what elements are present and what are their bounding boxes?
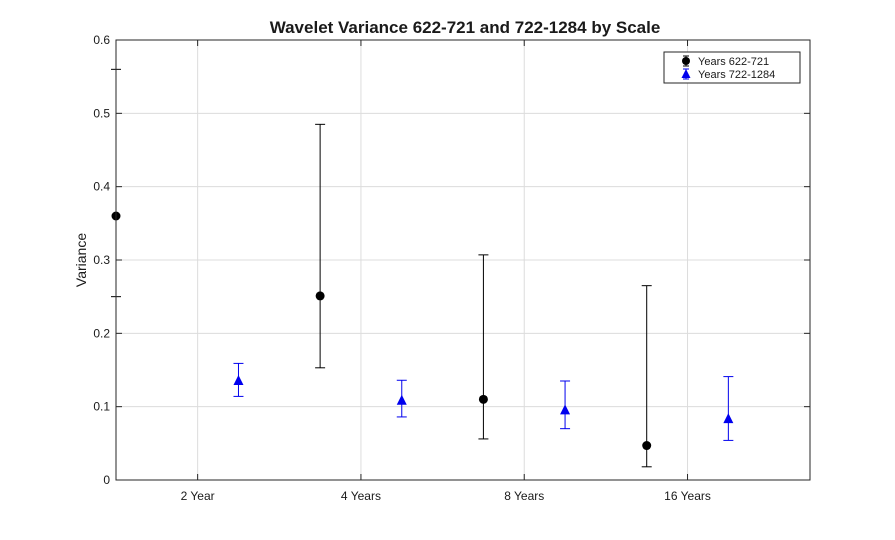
y-tick-label: 0.6 (93, 33, 110, 47)
data-point-circle (315, 291, 325, 301)
y-tick-label: 0.1 (93, 400, 110, 414)
grid (116, 39, 810, 481)
legend-marker-circle (682, 57, 690, 65)
y-tick-label: 0 (103, 473, 110, 487)
y-tick-label: 0.3 (93, 253, 110, 267)
y-tick-label: 0.5 (93, 106, 110, 120)
data-point-triangle (396, 394, 407, 405)
axis-ticks: 0 0.1 0.2 0.3 0.4 0.5 0.6 2 Year 4 Years 8 Years 1… (93, 33, 810, 503)
y-axis-label: Variance (73, 233, 89, 287)
plot-frame (115, 39, 811, 481)
data-point-triangle (233, 375, 244, 385)
data-point-triangle (723, 413, 734, 424)
legend-label: Years 722-1284 (698, 69, 775, 81)
x-tick-label: 8 Years (504, 489, 544, 503)
y-tick-label: 0.2 (93, 326, 110, 340)
data-point-circle (478, 394, 488, 404)
x-tick-label: 4 Years (341, 489, 381, 503)
x-tick-label: 2 Year (181, 489, 215, 503)
legend-marker-triangle (681, 69, 691, 78)
chart-title: Wavelet Variance 622-721 and 722-1284 by… (270, 18, 661, 37)
y-tick-label: 0.4 (93, 180, 110, 194)
legend-label: Years 622-721 (698, 56, 769, 68)
x-tick-label: 16 Years (664, 489, 711, 503)
data-point-triangle (560, 404, 571, 415)
data-point-circle (642, 441, 652, 451)
